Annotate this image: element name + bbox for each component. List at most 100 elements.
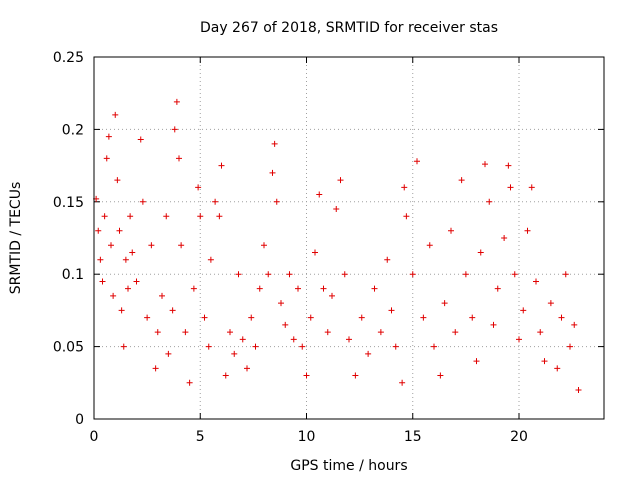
data-point	[97, 256, 104, 263]
data-point	[122, 256, 129, 263]
data-point	[473, 358, 480, 365]
data-point	[520, 307, 527, 314]
data-point	[399, 379, 406, 386]
data-point	[490, 321, 497, 328]
data-point	[227, 329, 233, 336]
data-point	[524, 227, 531, 234]
data-point	[431, 343, 437, 350]
data-point	[178, 242, 185, 249]
data-point	[269, 169, 276, 176]
data-point	[316, 191, 323, 198]
data-point	[152, 365, 159, 372]
data-point	[420, 314, 427, 321]
data-point	[295, 285, 301, 292]
data-point	[120, 343, 127, 350]
data-point	[303, 372, 310, 379]
data-point	[437, 372, 444, 379]
data-point	[533, 278, 539, 285]
data-point	[575, 387, 582, 394]
data-point	[365, 350, 372, 357]
data-point	[278, 300, 284, 307]
data-point	[377, 329, 384, 336]
data-point	[239, 336, 246, 343]
data-point	[346, 336, 352, 343]
data-point	[125, 285, 131, 292]
data-point	[118, 307, 125, 314]
data-point	[486, 198, 493, 205]
data-point	[244, 365, 250, 372]
y-tick-label: 0.2	[62, 122, 84, 138]
data-point	[282, 321, 289, 328]
data-point	[261, 242, 267, 249]
data-point	[409, 271, 416, 278]
data-point	[216, 213, 223, 220]
data-point	[320, 285, 327, 292]
data-point	[173, 98, 180, 105]
data-point	[195, 184, 202, 191]
data-point	[501, 235, 508, 241]
data-point	[414, 158, 420, 165]
data-point	[116, 227, 123, 234]
data-point	[108, 242, 114, 249]
grid-lines	[94, 57, 604, 419]
data-point	[212, 198, 219, 205]
data-point	[144, 314, 151, 321]
data-point	[494, 285, 501, 292]
data-point	[133, 278, 140, 285]
data-point	[271, 140, 278, 147]
data-point	[205, 343, 212, 350]
data-point	[286, 271, 293, 278]
data-point	[248, 314, 255, 321]
data-point	[324, 329, 331, 336]
data-point	[99, 278, 106, 285]
data-point	[401, 184, 408, 191]
data-point	[95, 227, 102, 234]
y-tick-label: 0.15	[53, 195, 84, 211]
data-point	[358, 314, 365, 321]
data-point	[190, 285, 197, 292]
data-point	[105, 133, 112, 140]
data-point	[176, 155, 182, 162]
x-tick-label: 10	[298, 429, 316, 445]
data-point	[562, 271, 569, 278]
data-point	[154, 329, 161, 336]
data-point	[558, 314, 565, 321]
plot-frame	[93, 56, 605, 420]
data-point	[307, 314, 314, 321]
data-point	[252, 343, 259, 350]
data-point	[159, 292, 165, 299]
data-point	[290, 336, 297, 343]
data-point	[482, 161, 488, 168]
data-point	[265, 271, 272, 278]
data-point	[541, 358, 548, 365]
data-point	[388, 307, 395, 314]
data-point	[129, 249, 136, 256]
data-point	[163, 213, 170, 220]
data-point	[137, 136, 144, 143]
data-point	[571, 321, 578, 328]
data-point	[341, 271, 348, 278]
data-point	[218, 162, 225, 169]
data-point	[337, 177, 344, 184]
data-point	[148, 242, 155, 249]
data-point	[426, 242, 433, 249]
data-point	[231, 350, 238, 357]
data-point	[114, 177, 121, 184]
x-tick-label: 20	[510, 429, 528, 445]
data-point	[299, 343, 306, 350]
data-point	[511, 271, 518, 278]
data-point	[458, 177, 465, 184]
data-point	[462, 271, 469, 278]
y-tick-label: 0.1	[62, 267, 84, 283]
data-points	[93, 98, 582, 394]
data-point	[477, 249, 484, 256]
data-point	[256, 285, 263, 292]
data-point	[110, 292, 117, 299]
data-point	[182, 329, 189, 336]
x-tick-label: 0	[90, 429, 99, 445]
y-tick-label: 0.25	[53, 50, 84, 66]
data-point	[505, 162, 512, 169]
data-point	[139, 198, 146, 205]
x-axis-label: GPS time / hours	[290, 458, 407, 474]
